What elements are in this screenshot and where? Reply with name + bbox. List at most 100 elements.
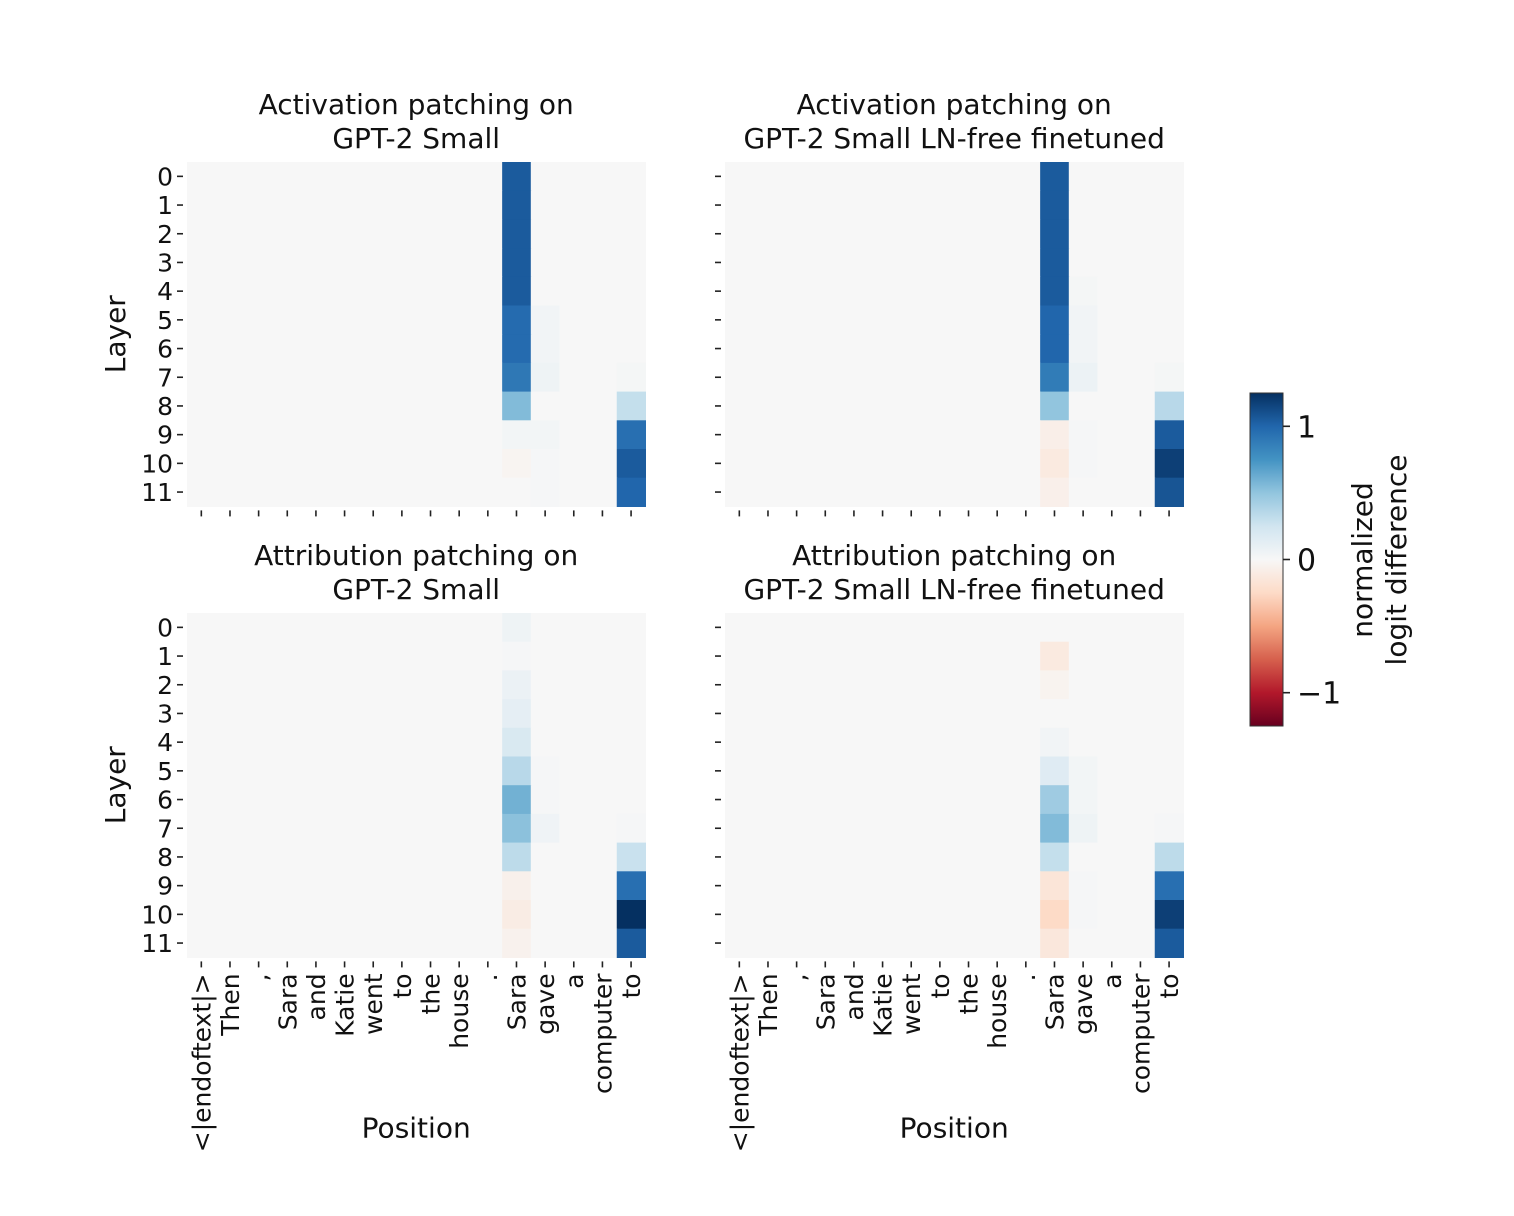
heatmap-cell xyxy=(187,727,217,758)
heatmap-cell xyxy=(530,670,561,700)
heatmap-cell xyxy=(782,842,812,872)
heatmap-cell xyxy=(1154,756,1184,786)
y-tick-label: 1 xyxy=(157,642,173,671)
heatmap-cell xyxy=(559,699,589,729)
heatmap-cell xyxy=(588,334,618,364)
heatmap-cell xyxy=(782,190,812,220)
heatmap-cell xyxy=(215,334,245,364)
heatmap-cell xyxy=(301,420,331,450)
heatmap-cell xyxy=(1068,391,1099,421)
heatmap-cell xyxy=(1126,276,1156,307)
x-tick-label: to xyxy=(617,973,646,998)
heatmap-cell xyxy=(896,699,927,729)
heatmap-cell xyxy=(244,248,274,278)
heatmap-cell xyxy=(387,190,417,220)
heatmap-cell xyxy=(982,219,1013,249)
heatmap-cell xyxy=(1097,613,1127,643)
x-tick-label: the xyxy=(955,973,984,1014)
heatmap-cell xyxy=(1154,699,1184,729)
heatmap-cell xyxy=(1154,305,1184,335)
y-tick-label: 11 xyxy=(141,478,173,507)
heatmap-cell xyxy=(272,219,303,249)
heatmap-cell xyxy=(810,641,841,671)
heatmap-cell xyxy=(782,613,812,643)
heatmap-cell xyxy=(782,334,812,364)
heatmap-cell xyxy=(954,785,984,815)
heatmap-cell xyxy=(1068,477,1099,507)
heatmap-cell xyxy=(301,362,331,393)
heatmap-cell xyxy=(1068,813,1099,844)
heatmap-cell xyxy=(502,613,532,643)
heatmap-cell xyxy=(1068,420,1099,450)
heatmap-cell xyxy=(839,449,869,479)
heatmap-cell xyxy=(530,613,561,643)
heatmap-cell xyxy=(1040,928,1070,958)
heatmap-cell xyxy=(588,305,618,335)
heatmap-cell xyxy=(272,190,303,220)
heatmap-cell xyxy=(416,362,446,393)
heatmap-cell xyxy=(530,248,561,278)
heatmap-cell xyxy=(244,276,274,307)
heatmap-cell xyxy=(616,391,646,421)
heatmap-cell xyxy=(559,670,589,700)
heatmap-cell xyxy=(810,219,841,249)
heatmap-cell xyxy=(1154,785,1184,815)
heatmap-cell xyxy=(301,670,331,700)
heatmap-cell xyxy=(896,276,927,307)
heatmap-cell xyxy=(215,305,245,335)
heatmap-cell xyxy=(839,162,869,192)
x-tick-label: gave xyxy=(1069,973,1098,1034)
heatmap-cell xyxy=(925,334,955,364)
heatmap-cell xyxy=(1040,813,1070,844)
heatmap-cell xyxy=(301,248,331,278)
heatmap-cell xyxy=(1126,928,1156,958)
heatmap-cell xyxy=(301,727,331,758)
heatmap-cell xyxy=(925,785,955,815)
heatmap-cell xyxy=(782,162,812,192)
heatmap-cell xyxy=(215,641,245,671)
heatmap-cell xyxy=(1040,699,1070,729)
heatmap-cell xyxy=(725,362,755,393)
heatmap-cell xyxy=(502,871,532,901)
heatmap-cell xyxy=(330,756,360,786)
heatmap-cell xyxy=(1068,785,1099,815)
heatmap-cell xyxy=(1097,477,1127,507)
y-tick-label: 7 xyxy=(157,363,173,392)
heatmap-cell xyxy=(753,362,783,393)
y-tick-label: 8 xyxy=(157,843,173,872)
heatmap-cell xyxy=(1097,449,1127,479)
heatmap-cell xyxy=(358,928,389,958)
heatmap-cell xyxy=(559,391,589,421)
heatmap-cell xyxy=(1040,785,1070,815)
x-axis-label: Position xyxy=(900,1111,1009,1144)
heatmap-cell xyxy=(1011,305,1041,335)
heatmap-cell xyxy=(387,670,417,700)
heatmap-cell xyxy=(1040,162,1070,192)
heatmap-cell xyxy=(272,334,303,364)
heatmap-cell xyxy=(588,928,618,958)
heatmap-cell xyxy=(925,248,955,278)
heatmap-cell xyxy=(868,362,898,393)
heatmap-cell xyxy=(1126,641,1156,671)
heatmap-cell xyxy=(1040,420,1070,450)
heatmap-cell xyxy=(473,391,503,421)
y-tick-label: 6 xyxy=(157,335,173,364)
heatmap-cell xyxy=(358,900,389,930)
heatmap-cell xyxy=(358,785,389,815)
heatmap-cell xyxy=(725,670,755,700)
heatmap-cell xyxy=(782,871,812,901)
heatmap-cell xyxy=(753,641,783,671)
heatmap-cell xyxy=(868,162,898,192)
heatmap-cell xyxy=(954,219,984,249)
heatmap-cell xyxy=(358,727,389,758)
heatmap-cell xyxy=(416,391,446,421)
heatmap-cell xyxy=(387,420,417,450)
heatmap-cell xyxy=(473,699,503,729)
heatmap-cell xyxy=(925,190,955,220)
heatmap-cell xyxy=(444,727,475,758)
heatmap-cell xyxy=(982,190,1013,220)
heatmap-cell xyxy=(301,162,331,192)
heatmap-cell xyxy=(330,420,360,450)
heatmap-cell xyxy=(925,362,955,393)
heatmap-cell xyxy=(896,219,927,249)
